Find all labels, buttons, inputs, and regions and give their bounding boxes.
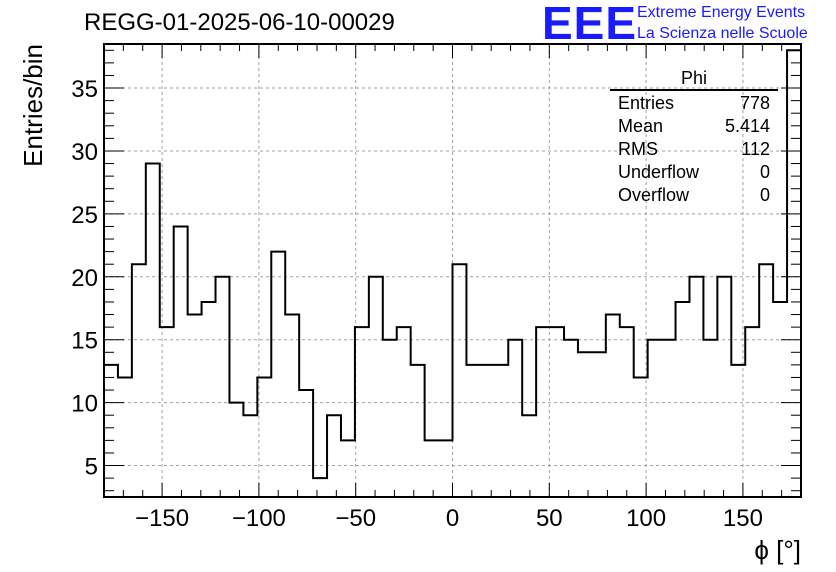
y-axis-title: Entries/bin <box>18 44 48 167</box>
stat-name: RMS <box>618 139 658 159</box>
stat-row-mean: Mean 5.414 <box>610 116 778 139</box>
stat-row-overflow: Overflow 0 <box>610 185 778 208</box>
eee-logo: EEE <box>542 0 638 49</box>
stat-value: 0 <box>759 162 770 182</box>
x-tick-label: 150 <box>723 505 763 532</box>
x-tick-label: 50 <box>536 505 563 532</box>
y-tick-label: 10 <box>71 391 98 418</box>
y-tick-label: 15 <box>71 328 98 355</box>
y-tick-label: 5 <box>85 454 98 481</box>
stat-name: Underflow <box>618 162 700 182</box>
stat-name: Mean <box>618 116 664 136</box>
y-tick-label: 25 <box>71 202 98 229</box>
y-tick-label: 30 <box>71 139 98 166</box>
logo-subtitle-line1: Extreme Energy Events <box>637 4 806 21</box>
stat-value: 112 <box>741 139 770 159</box>
stats-title: Phi <box>610 68 778 91</box>
stat-value: 0 <box>759 185 770 205</box>
y-tick-label: 35 <box>71 76 98 103</box>
stat-name: Entries <box>618 93 675 113</box>
x-tick-label: −50 <box>335 505 376 532</box>
stat-name: Overflow <box>618 185 690 205</box>
x-tick-label: 0 <box>446 505 459 532</box>
x-tick-label: −100 <box>232 505 286 532</box>
stat-row-underflow: Underflow 0 <box>610 162 778 185</box>
stat-value: 5.414 <box>724 116 770 136</box>
histogram-outline <box>104 49 801 480</box>
y-tick-label: 20 <box>71 265 98 292</box>
x-axis-title: ϕ [°] <box>754 535 801 565</box>
logo-subtitle-line2: La Scienza nelle Scuole <box>637 25 808 42</box>
stat-row-rms: RMS 112 <box>610 139 778 162</box>
axis-tick-labels: −150 −100 −50 0 50 100 150 5 10 15 20 25 30 35 <box>71 76 763 532</box>
x-tick-label: −150 <box>135 505 189 532</box>
x-tick-label: 100 <box>626 505 666 532</box>
stats-box: Phi Entries 778 Mean 5.414 RMS 112 Under… <box>610 68 778 208</box>
plot-title: REGG-01-2025-06-10-00029 <box>84 9 395 36</box>
stat-row-entries: Entries 778 <box>610 93 778 116</box>
axis-ticks <box>104 44 801 497</box>
stat-value: 778 <box>739 93 770 113</box>
